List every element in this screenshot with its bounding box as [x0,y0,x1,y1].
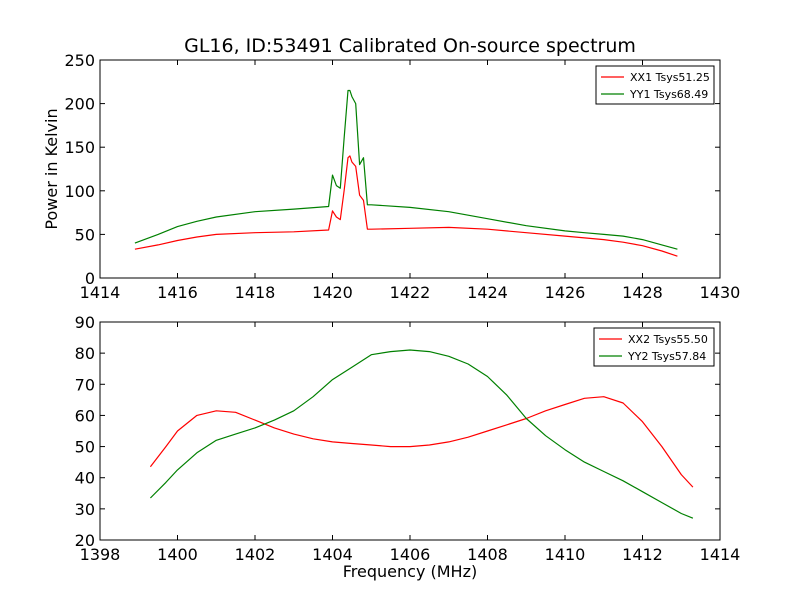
chart-title: GL16, ID:53491 Calibrated On-source spec… [184,35,636,57]
x-tick-label: 1408 [467,545,508,564]
y-tick-label: 150 [64,138,95,157]
x-tick-label: 1418 [235,283,276,302]
x-tick-label: 1426 [545,283,586,302]
series-line-yy [149,349,694,519]
y-tick-label: 60 [75,406,95,425]
x-tick-label: 1402 [235,545,276,564]
series-group [149,349,694,519]
legend-label: YY1 Tsys68.49 [629,88,708,101]
legend-label: XX2 Tsys55.50 [628,333,708,346]
y-tick-label: 30 [75,500,95,519]
chart-panel-1: 1414 1416 1418 1420 1422 1424 1426 1428 1430 0 50 1… [42,35,740,302]
y-tick-label: 90 [75,313,95,332]
y-tick-label: 250 [64,51,95,70]
y-tick-label: 80 [75,344,95,363]
x-tick-label: 1398 [80,545,121,564]
series-line-xx [149,396,694,488]
legend: XX1 Tsys51.25 YY1 Tsys68.49 [595,65,715,105]
x-tick-label: 1428 [622,283,663,302]
y-tick-label: 50 [75,225,95,244]
x-tick-label: 1420 [312,283,353,302]
y-tick-label: 200 [64,95,95,114]
series-line-yy [134,89,678,250]
x-tick-label: 1412 [622,545,663,564]
y-axis-label: Power in Kelvin [42,108,61,229]
chart-panel-2: 1398 1400 1402 1404 1406 1408 1410 1412 1414 20 30… [75,313,741,581]
x-tick-label: 1416 [157,283,198,302]
x-tick-label: 1406 [390,545,431,564]
y-tick-label: 100 [64,182,95,201]
legend-label: XX1 Tsys51.25 [630,71,710,84]
x-tick-label: 1414 [700,545,741,564]
y-tick-label: 20 [75,531,95,550]
series-group [134,89,678,257]
x-tick-label: 1404 [312,545,353,564]
legend: XX2 Tsys55.50 YY2 Tsys57.84 [593,327,715,367]
x-tick-label: 1424 [467,283,508,302]
x-tick-label: 1410 [545,545,586,564]
y-tick-label: 50 [75,438,95,457]
y-tick-label: 70 [75,375,95,394]
x-tick-label: 1422 [390,283,431,302]
y-tick-label: 0 [85,269,95,288]
x-tick-label: 1414 [80,283,121,302]
x-tick-label: 1430 [700,283,741,302]
y-tick-label: 40 [75,469,95,488]
legend-box [593,327,715,367]
series-line-xx [134,155,678,257]
x-axis-label: Frequency (MHz) [343,562,477,581]
legend-box [595,65,715,105]
x-tick-label: 1400 [157,545,198,564]
legend-label: YY2 Tsys57.84 [627,350,706,363]
